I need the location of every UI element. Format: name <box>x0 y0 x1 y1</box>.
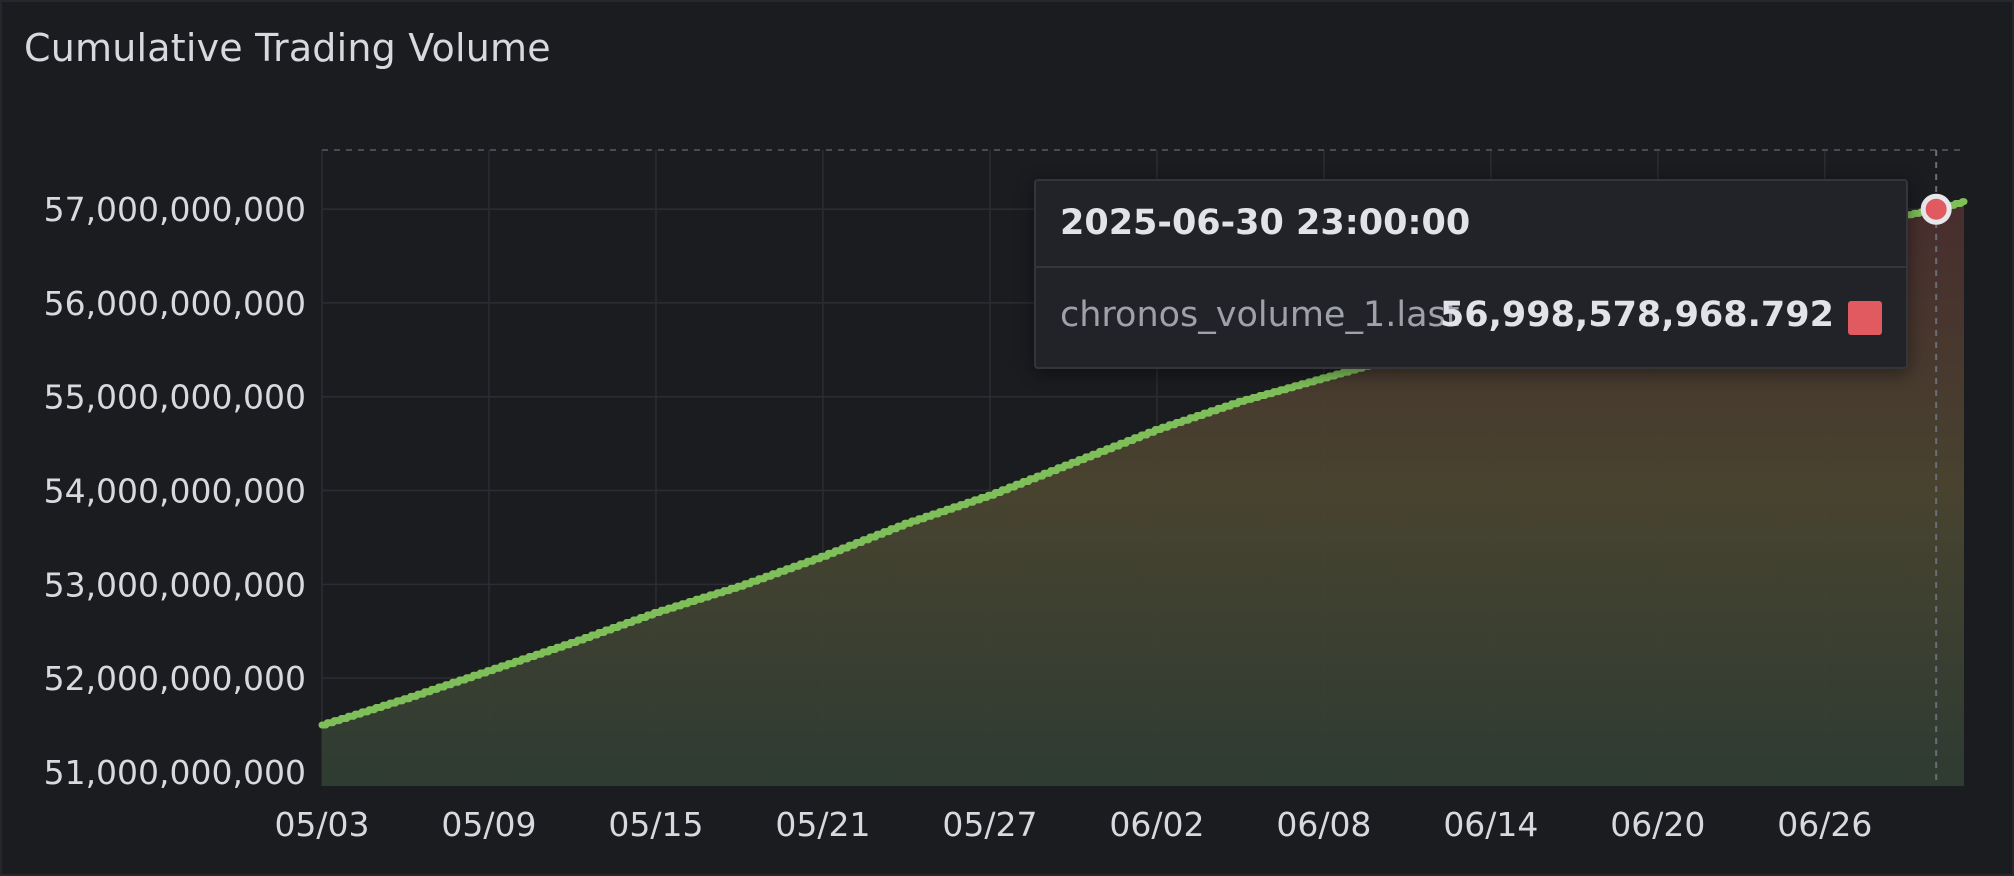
tooltip-series-color-swatch <box>1848 301 1882 335</box>
y-tick-label: 56,000,000,000 <box>44 284 306 323</box>
tooltip-series-value: 56,998,578,968.792 <box>1439 295 1834 335</box>
hover-point <box>1920 193 1952 225</box>
panel-title: Cumulative Trading Volume <box>24 26 551 70</box>
x-tick-label: 05/03 <box>274 805 369 844</box>
x-tick-label: 05/09 <box>441 805 536 844</box>
x-tick-label: 05/27 <box>942 805 1037 844</box>
x-tick-label: 06/26 <box>1777 805 1872 844</box>
x-tick-label: 06/02 <box>1109 805 1204 844</box>
y-tick-label: 53,000,000,000 <box>44 565 306 604</box>
y-tick-label: 54,000,000,000 <box>44 472 306 511</box>
x-tick-label: 05/15 <box>608 805 703 844</box>
y-tick-label: 52,000,000,000 <box>44 659 306 698</box>
y-tick-label: 51,000,000,000 <box>44 753 306 792</box>
x-tick-label: 06/08 <box>1276 805 1371 844</box>
x-tick-label: 06/14 <box>1443 805 1538 844</box>
x-tick-label: 06/20 <box>1610 805 1705 844</box>
tooltip-series-name: chronos_volume_1.last <box>1060 295 1460 335</box>
y-tick-label: 55,000,000,000 <box>44 378 306 417</box>
y-tick-label: 57,000,000,000 <box>44 190 306 229</box>
tooltip-divider <box>1036 266 1906 268</box>
tooltip-timestamp: 2025-06-30 23:00:00 <box>1060 203 1471 243</box>
x-tick-label: 05/21 <box>775 805 870 844</box>
hover-tooltip: 2025-06-30 23:00:00 chronos_volume_1.las… <box>1034 179 1908 369</box>
